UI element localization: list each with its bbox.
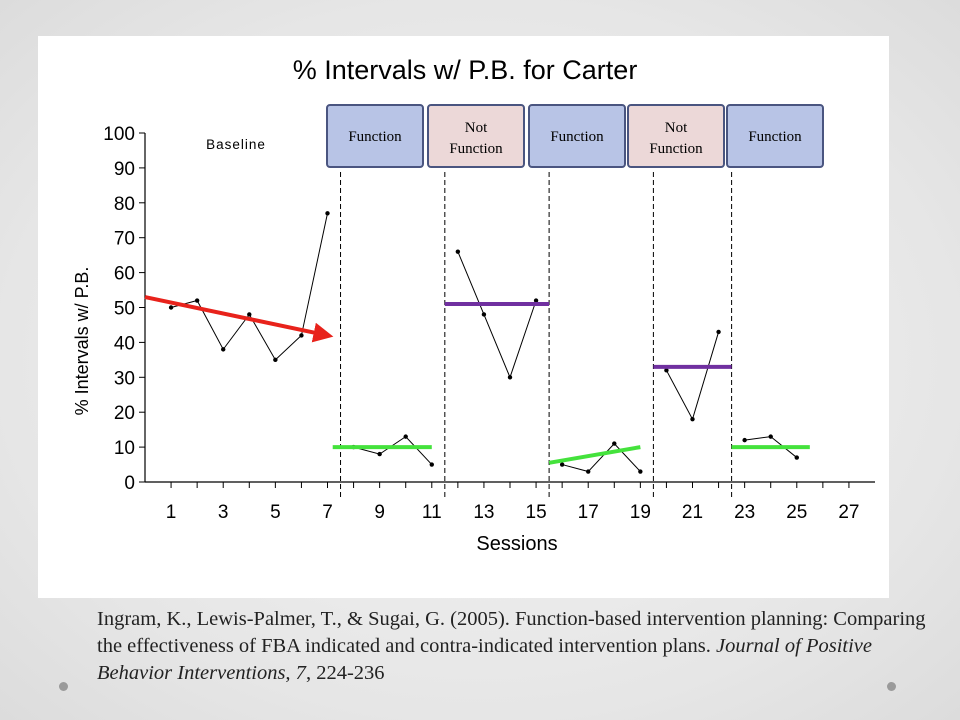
y-tick-label: 80 [114,194,135,215]
phase-box: Function [726,104,824,168]
citation-main: Ingram, K., Lewis-Palmer, T., & Sugai, G… [97,608,926,657]
phase-lines [340,172,733,498]
y-tick-label: 50 [114,299,135,320]
phase-box-bg [528,104,626,168]
phase-box-label: Not [665,120,688,136]
x-tick-label: 13 [473,502,494,523]
data-point [273,357,278,363]
trend-line-1 [144,295,334,343]
series-line-4 [562,442,641,473]
phase-box-bg [726,104,824,168]
y-axis-label: % Intervals w/ P.B. [72,267,92,416]
data-point [664,368,669,373]
y-tick-label: 60 [114,264,135,285]
y-tick-label: 100 [103,124,135,145]
chart: % Intervals w/ P.B. for Carter 0 10 20 30 40… [72,55,875,555]
series-line-5 [665,331,720,421]
x-axis-label: Sessions [476,533,557,555]
y-tick-label: 10 [114,438,135,459]
y-tick-label: 20 [114,403,135,424]
slide-dot-left [59,682,68,691]
data-point [221,347,226,352]
phase-box: Function [326,104,424,168]
phase-box-bg [627,104,725,168]
y-tick-label: 30 [114,368,135,389]
data-point [768,434,773,439]
x-tick-label: 9 [374,502,385,523]
data-point [455,249,461,254]
data-point [247,312,252,317]
phase-box-label: Function [550,129,604,145]
citation-pages: , 224-236 [305,662,385,684]
y-tick-label: 70 [114,229,135,250]
phase-labels: Baseline Function Not Function Function Not Fu… [206,104,824,168]
data-point [168,305,174,310]
data-point [638,469,643,474]
chart-panel: % Intervals w/ P.B. for Carter 0 10 20 30 40… [38,36,889,598]
phase-box-label: Function [748,129,802,145]
x-tick-label: 1 [166,502,177,523]
citation: Ingram, K., Lewis-Palmer, T., & Sugai, G… [97,606,937,687]
phase-box-bg [326,104,424,168]
trend-line-4 [548,445,641,465]
chart-title: % Intervals w/ P.B. for Carter [293,55,638,85]
x-tick-label: 19 [630,502,651,523]
phase-box-bg [427,104,525,168]
slide-dot-right [887,682,896,691]
data-point [533,298,539,303]
data-point [559,462,565,467]
x-tick-label: 3 [218,502,229,523]
data-series [168,211,799,474]
data-point [377,451,382,457]
y-tick-label: 40 [114,333,135,354]
x-tick-label: 23 [734,502,755,523]
series-line-3 [457,251,537,379]
series-line-2 [353,435,433,465]
data-point [325,211,330,216]
x-tick-label: 7 [322,502,333,523]
data-point [794,455,799,460]
trend-lines [144,295,810,465]
x-tick-label: 11 [422,502,442,523]
x-tick-label: 5 [270,502,281,523]
x-tick-label: 17 [578,502,599,523]
phase-box-label: Function [649,141,703,157]
phase-box-label: Function [348,129,402,145]
x-tick-label: 21 [682,502,703,523]
data-point [403,434,408,439]
data-point [194,298,200,303]
data-point [481,312,487,317]
data-point [299,333,304,338]
phase-box: Not Function [627,104,725,168]
x-tick-label: 27 [838,502,859,523]
x-tick-label: 15 [526,502,547,523]
phase-box-label: Not [465,120,488,136]
phase-box: Function [528,104,626,168]
y-tick-label: 0 [124,473,135,494]
phase-box-label: Function [449,141,503,157]
data-point [429,462,434,467]
data-point [690,416,695,422]
data-point [742,437,747,443]
y-tick-label: 90 [114,159,135,180]
x-tick-label: 25 [786,502,807,523]
citation-journal: Journal of Positive Behavior Interventio… [97,635,872,684]
data-point [507,375,513,380]
data-point [716,329,721,335]
data-point [612,441,617,446]
series-line-1 [170,213,328,361]
phase-label-baseline: Baseline [206,137,266,152]
data-point [586,469,591,474]
phase-box: Not Function [427,104,525,168]
